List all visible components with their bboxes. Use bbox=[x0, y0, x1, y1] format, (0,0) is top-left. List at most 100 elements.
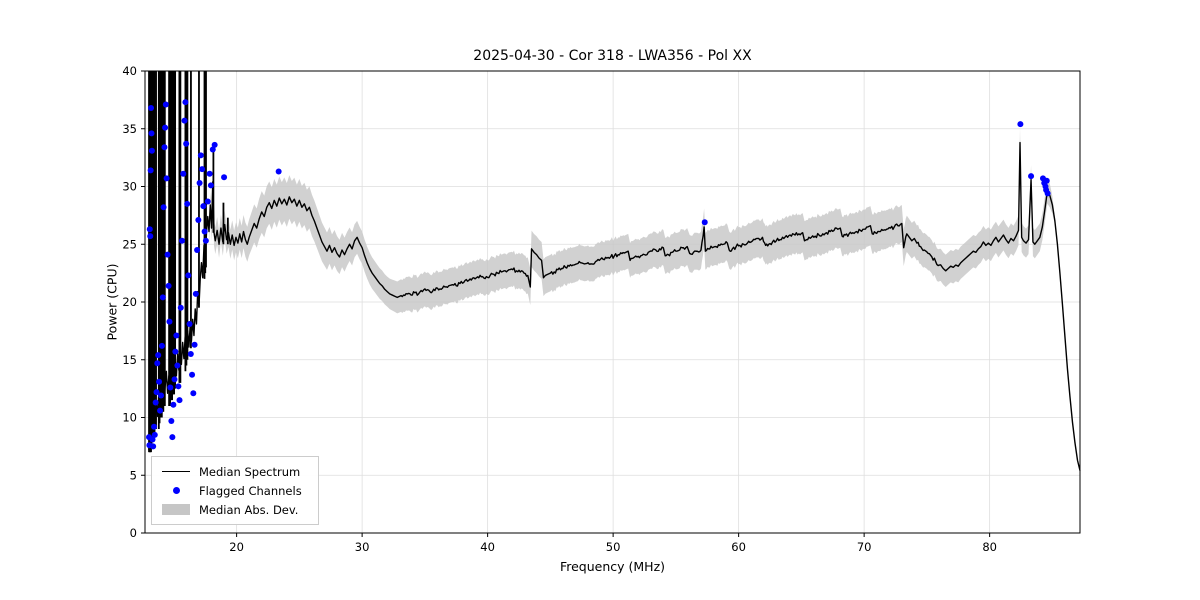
flagged-channel-point bbox=[166, 318, 173, 325]
y-tick-label: 40 bbox=[122, 64, 137, 78]
legend-item-median-spectrum: Median Spectrum bbox=[162, 464, 302, 479]
flagged-channel-point bbox=[201, 228, 208, 235]
flagged-channel-point bbox=[167, 384, 174, 391]
flagged-channel-point bbox=[153, 389, 160, 396]
flagged-channel-point bbox=[185, 272, 192, 279]
y-tick-label: 25 bbox=[122, 237, 137, 251]
flagged-channel-point bbox=[168, 417, 175, 424]
flagged-channel-point bbox=[209, 146, 216, 153]
flagged-channel-point bbox=[170, 401, 177, 408]
x-tick-label: 50 bbox=[606, 540, 621, 554]
flagged-channel-point bbox=[156, 378, 163, 385]
legend: Median Spectrum Flagged Channels Median … bbox=[151, 456, 319, 525]
legend-dot-swatch bbox=[162, 487, 190, 494]
flagged-channel-point bbox=[187, 350, 194, 357]
flagged-channel-point bbox=[199, 166, 206, 173]
x-tick-label: 60 bbox=[731, 540, 746, 554]
flagged-channel-point bbox=[194, 247, 201, 254]
flagged-channel-point bbox=[179, 237, 186, 244]
flagged-channel-point bbox=[701, 219, 708, 226]
flagged-channel-point bbox=[195, 216, 202, 223]
flagged-channel-point bbox=[150, 443, 157, 450]
flagged-channel-point bbox=[154, 360, 161, 367]
flagged-channel-point bbox=[221, 174, 228, 181]
median-spectrum-line bbox=[148, 141, 1081, 471]
mad-band bbox=[209, 127, 1055, 314]
flagged-channel-point bbox=[176, 397, 183, 404]
flagged-channel-point bbox=[161, 144, 168, 151]
flagged-channel-point bbox=[1044, 190, 1051, 197]
legend-item-median-abs-dev: Median Abs. Dev. bbox=[162, 502, 302, 517]
legend-patch-swatch bbox=[162, 504, 190, 515]
y-tick-label: 10 bbox=[122, 411, 137, 425]
flagged-channel-point bbox=[155, 352, 162, 359]
flagged-channel-point bbox=[159, 294, 166, 301]
legend-line-swatch bbox=[162, 471, 190, 472]
flagged-channel-point bbox=[158, 342, 165, 349]
flagged-channel-point bbox=[160, 204, 167, 211]
y-tick-label: 5 bbox=[130, 468, 137, 482]
x-tick-label: 30 bbox=[355, 540, 370, 554]
x-axis-label: Frequency (MHz) bbox=[559, 559, 666, 574]
flagged-channel-point bbox=[162, 101, 169, 108]
flagged-channel-point bbox=[191, 341, 198, 348]
flagged-channel-point bbox=[204, 198, 211, 205]
flagged-channel-point bbox=[163, 175, 170, 182]
flagged-channel-point bbox=[151, 431, 158, 438]
flagged-channel-point bbox=[180, 170, 187, 177]
flagged-channel-point bbox=[151, 423, 158, 430]
flagged-channel-point bbox=[190, 390, 197, 397]
flagged-channel-point bbox=[165, 282, 172, 289]
y-tick-label: 35 bbox=[122, 122, 137, 136]
flagged-channel-point bbox=[162, 124, 169, 131]
legend-label: Flagged Channels bbox=[199, 483, 302, 498]
chart-title: 2025-04-30 - Cor 318 - LWA356 - Pol XX bbox=[473, 48, 752, 64]
flagged-channel-point bbox=[158, 392, 165, 399]
y-tick-label: 15 bbox=[122, 353, 137, 367]
x-tick-label: 70 bbox=[857, 540, 872, 554]
flagged-channel-point bbox=[183, 140, 190, 147]
flagged-channel-point bbox=[173, 332, 180, 339]
flagged-channel-point bbox=[186, 320, 193, 327]
flagged-channel-point bbox=[172, 348, 179, 355]
x-tick-label: 80 bbox=[982, 540, 997, 554]
flagged-channel-point bbox=[196, 180, 203, 187]
flagged-channel-point bbox=[182, 99, 189, 106]
flagged-channel-point bbox=[149, 436, 156, 443]
flagged-channel-point bbox=[202, 237, 209, 244]
flagged-channel-point bbox=[169, 434, 176, 441]
flagged-channel-point bbox=[189, 371, 196, 378]
flagged-channel-point bbox=[197, 152, 204, 159]
flagged-channel-point bbox=[148, 147, 155, 154]
flagged-channel-point bbox=[1017, 121, 1024, 128]
flagged-channel-point bbox=[157, 407, 164, 414]
flagged-channel-point bbox=[275, 168, 282, 175]
legend-label: Median Spectrum bbox=[199, 464, 301, 479]
flagged-channel-point bbox=[147, 233, 154, 240]
flagged-channel-point bbox=[181, 117, 188, 124]
flagged-channel-point bbox=[164, 251, 171, 258]
flagged-channel-point bbox=[148, 104, 155, 111]
flagged-channel-point bbox=[200, 203, 207, 210]
flagged-channel-point bbox=[147, 167, 154, 174]
x-tick-label: 20 bbox=[229, 540, 244, 554]
y-tick-label: 20 bbox=[122, 295, 137, 309]
flagged-channel-point bbox=[174, 362, 181, 369]
flagged-channel-point bbox=[148, 130, 155, 137]
flagged-channel-point bbox=[177, 304, 184, 311]
x-tick-label: 40 bbox=[480, 540, 495, 554]
flagged-channel-point bbox=[146, 226, 153, 233]
flagged-channel-point bbox=[207, 182, 214, 189]
flagged-channel-point bbox=[152, 399, 159, 406]
flagged-channel-point bbox=[192, 290, 199, 297]
flagged-channel-point bbox=[206, 170, 213, 177]
flagged-channel-point bbox=[184, 200, 191, 207]
flagged-channel-point bbox=[1043, 177, 1050, 184]
flagged-channel-point bbox=[211, 141, 218, 148]
y-tick-label: 0 bbox=[130, 526, 137, 540]
flagged-channel-point bbox=[175, 383, 182, 390]
flagged-channel-point bbox=[171, 376, 178, 383]
legend-item-flagged-channels: Flagged Channels bbox=[162, 483, 302, 498]
